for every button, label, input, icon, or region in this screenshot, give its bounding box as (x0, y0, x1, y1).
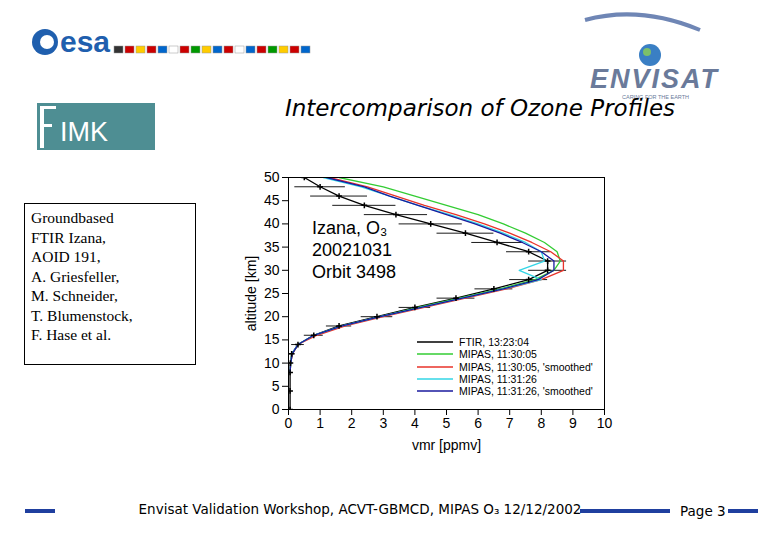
svg-text:35: 35 (264, 239, 280, 255)
svg-text:8: 8 (537, 415, 545, 431)
html-text:Orbit 3498: Orbit 3498 (312, 262, 397, 282)
html-text:MIPAS, 11:31:26, 'smoothed': MIPAS, 11:31:26, 'smoothed' (459, 385, 593, 398)
html-text:Intercomparison of Ozone Profi: Intercomparison of Ozone Profiles (284, 95, 676, 121)
svg-text:4: 4 (411, 415, 419, 431)
html-text:M. Schneider,: M. Schneider, (31, 287, 118, 304)
svg-text:2: 2 (348, 415, 356, 431)
html-text:Page 3: Page 3 (680, 503, 726, 519)
html-text:Groundbased: Groundbased (31, 209, 114, 226)
svg-text:IMK: IMK (60, 117, 108, 147)
svg-text:esa: esa (60, 25, 110, 58)
html-text:MIPAS, 11:30:05, 'smoothed': MIPAS, 11:30:05, 'smoothed' (459, 360, 593, 373)
html-text:A. Griesfeller,: A. Griesfeller, (31, 267, 120, 285)
svg-text:0: 0 (272, 401, 280, 417)
svg-text:1: 1 (316, 415, 324, 431)
html-text:20021031: 20021031 (312, 240, 393, 260)
svg-text:5: 5 (443, 415, 451, 431)
html-text:T. Blumenstock,: T. Blumenstock, (31, 306, 133, 324)
svg-text:30: 30 (264, 262, 280, 278)
html-text:AOID 191,: AOID 191, (31, 248, 101, 265)
html-text:FTIR Izana,: FTIR Izana, (31, 228, 106, 246)
svg-text:9: 9 (569, 415, 577, 431)
svg-text:5: 5 (272, 378, 280, 394)
svg-text:0: 0 (285, 415, 293, 431)
html-text:MIPAS, 11:30:05: MIPAS, 11:30:05 (459, 348, 537, 361)
svg-text:10: 10 (264, 355, 280, 371)
svg-text:40: 40 (264, 215, 280, 231)
html-text:FTIR, 13:23:04: FTIR, 13:23:04 (459, 336, 529, 348)
svg-text:15: 15 (264, 331, 280, 347)
svg-text:45: 45 (264, 192, 280, 208)
svg-text:6: 6 (474, 415, 482, 431)
svg-text:10: 10 (597, 415, 613, 431)
svg-text:25: 25 (264, 285, 280, 301)
svg-text:ENVISAT: ENVISAT (590, 64, 720, 94)
svg-text:vmr [ppmv]: vmr [ppmv] (412, 437, 481, 453)
svg-text:50: 50 (264, 169, 280, 185)
svg-text:20: 20 (264, 308, 280, 324)
html-text:Envisat Validation Workshop, A: Envisat Validation Workshop, ACVT-GBMCD,… (138, 501, 582, 517)
svg-text:3: 3 (379, 415, 387, 431)
html-text:Izana, O₃: Izana, O₃ (312, 218, 388, 238)
svg-text:altitude [km]: altitude [km] (243, 256, 259, 331)
svg-text:7: 7 (506, 415, 514, 431)
html-text:MIPAS, 11:31:26: MIPAS, 11:31:26 (459, 372, 537, 385)
html-text:F. Hase et al.: F. Hase et al. (31, 326, 112, 343)
